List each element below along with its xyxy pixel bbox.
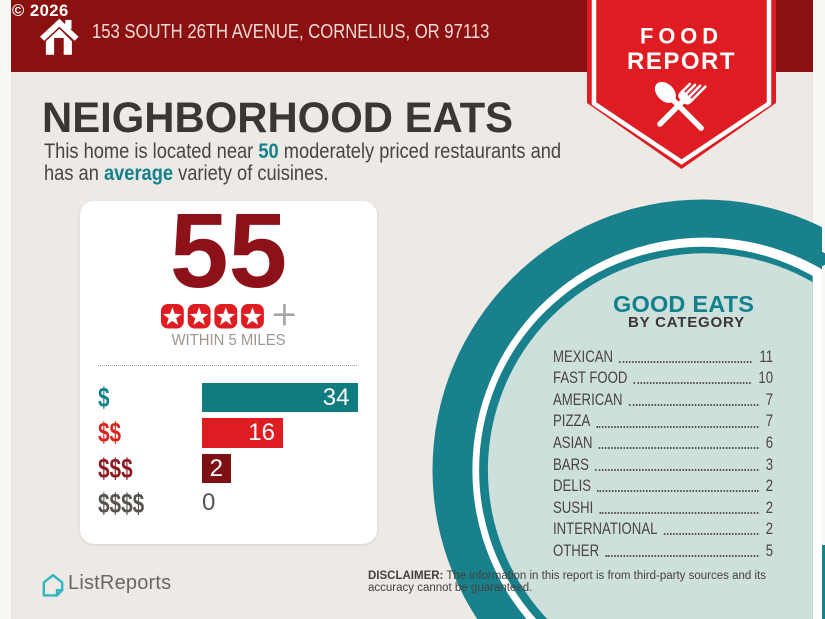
svg-text:FOOD: FOOD bbox=[640, 23, 723, 48]
svg-text:REPORT: REPORT bbox=[627, 48, 736, 75]
